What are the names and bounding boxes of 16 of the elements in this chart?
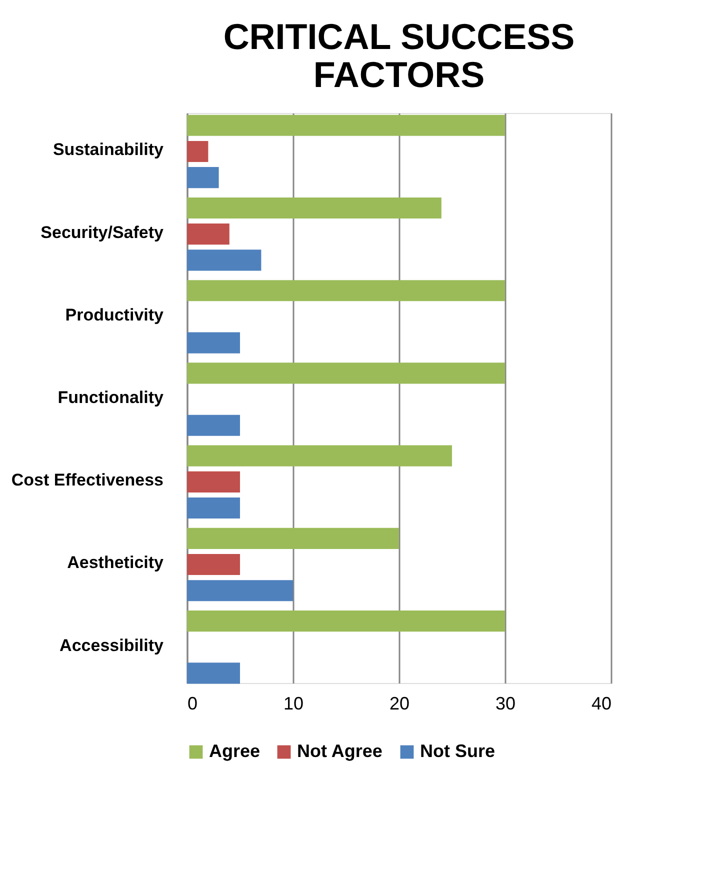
y-tick-label: Cost Effectiveness [11,470,164,490]
y-tick-label: Productivity [65,305,164,324]
legend-label: Agree [209,741,260,761]
legend-label: Not Sure [420,741,496,761]
x-tick-label: 20 [389,694,410,714]
x-tick-label: 0 [188,694,198,714]
y-tick-label: Functionality [58,388,164,407]
y-tick-label: Accessibility [60,636,164,655]
x-tick-label: 30 [495,694,516,714]
y-tick-label: Security/Safety [40,222,164,242]
chart-title: CRITICAL SUCCESS FACTORS [223,16,575,95]
y-tick-label: Sustainability [52,140,164,160]
y-tick-label: Aestheticity [67,553,164,572]
x-tick-label: 10 [283,694,304,714]
legend-label: Not Agree [297,741,382,761]
x-tick-label: 40 [591,694,612,714]
